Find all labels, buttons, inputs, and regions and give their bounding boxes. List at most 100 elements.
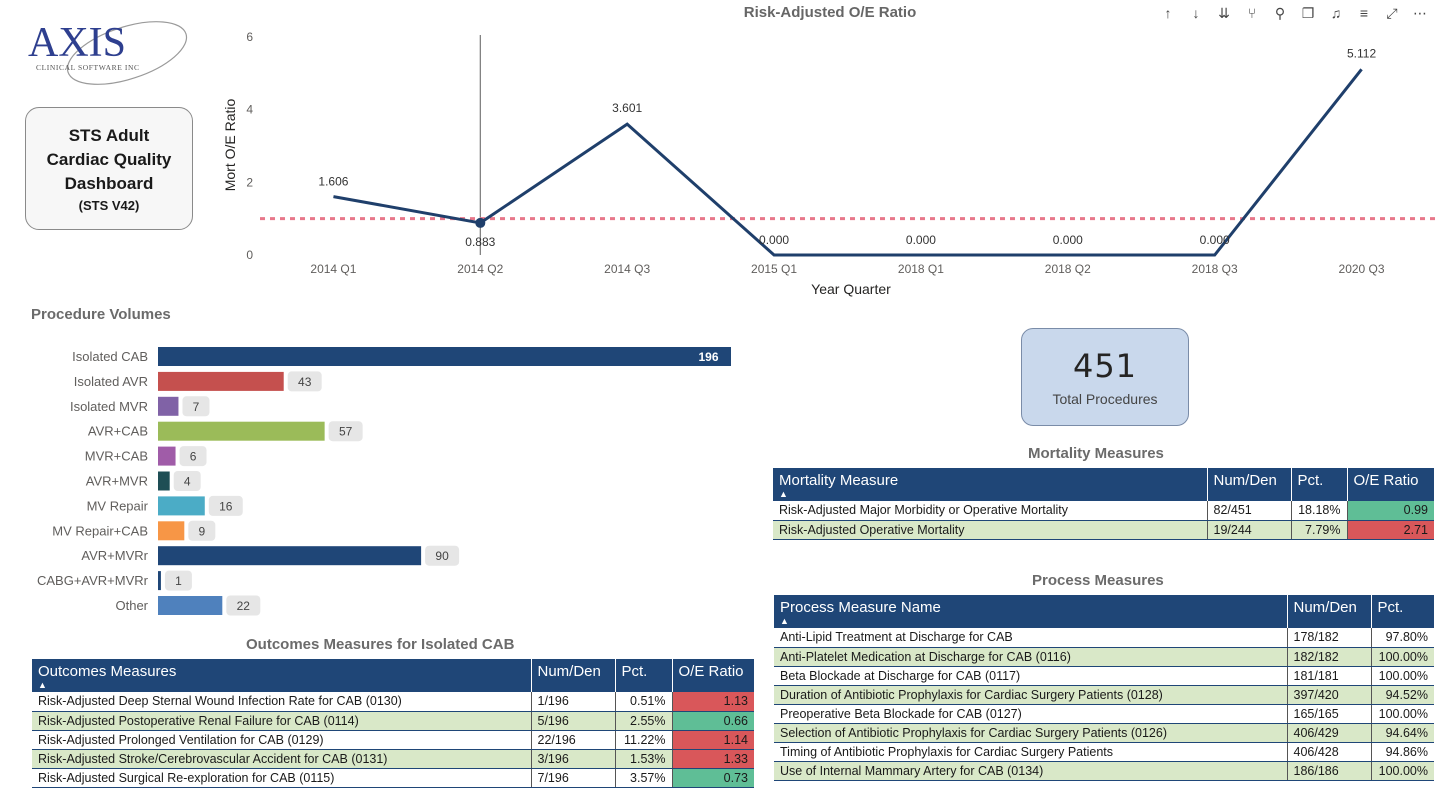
outcomes-header-0[interactable]: Outcomes Measures ▲ [32,659,532,692]
outcomes-row[interactable]: Risk-Adjusted Deep Sternal Wound Infecti… [32,692,754,712]
process-row[interactable]: Use of Internal Mammary Artery for CAB (… [774,761,1434,781]
procedure-bar[interactable] [158,596,223,615]
y-tick-label: 4 [246,103,253,117]
mortality-header-2[interactable]: Pct. [1291,468,1348,501]
x-tick-label: 2018 Q1 [898,262,944,276]
bar-value-badge [182,396,210,417]
oe-ratio-line-chart-svg: Risk-Adjusted O/E Ratio 0 2 4 6 2014 Q1 2014… [222,4,1435,297]
bar-value-badge [208,495,243,516]
expand-hierarchy-icon[interactable]: ⑂ [1247,5,1257,21]
pct-cell: 100.00% [1371,647,1434,667]
mortality-row[interactable]: Risk-Adjusted Operative Mortality 19/244 7… [773,520,1434,540]
procedure-volumes-title: Procedure Volumes [31,306,171,323]
bar-category-label: Isolated MVR [70,399,148,414]
outcomes-header-3[interactable]: O/E Ratio [672,659,754,692]
process-row[interactable]: Timing of Antibiotic Prophylaxis for Car… [774,742,1434,762]
procedure-bar[interactable] [158,396,179,416]
num-den-cell: 165/165 [1287,704,1372,724]
mortality-row[interactable]: Risk-Adjusted Major Morbidity or Operati… [773,501,1434,521]
filter-icon[interactable]: ≡ [1359,5,1369,21]
arrow-down-icon[interactable]: ↓ [1192,5,1200,21]
bar-value-label: 57 [339,425,353,439]
procedure-bar[interactable] [158,446,176,466]
bar-value-badge [188,520,216,541]
num-den-cell: 182/182 [1287,647,1372,667]
bar-category-label: AVR+MVR [86,474,148,489]
process-row[interactable]: Anti-Platelet Medication at Discharge fo… [774,647,1434,667]
procedure-bar[interactable] [158,496,205,516]
outcomes-row[interactable]: Risk-Adjusted Stroke/Cerebrovascular Acc… [32,749,754,769]
num-den-cell: 5/196 [531,711,616,731]
bar-category-label: Isolated CAB [72,349,148,364]
process-row[interactable]: Selection of Antibiotic Prophylaxis for … [774,723,1434,743]
process-header-1[interactable]: Num/Den [1287,595,1372,628]
sort-ascending-icon[interactable]: ▲ [779,489,788,499]
mortality-header-label: Mortality Measure [779,472,899,489]
mortality-measures-title: Mortality Measures [1028,445,1164,462]
procedure-bar[interactable] [158,421,325,441]
sort-ascending-icon[interactable]: ▲ [780,616,789,626]
process-header-0[interactable]: Process Measure Name ▲ [774,595,1288,628]
bar-value-label: 16 [219,499,233,513]
bar-value-badge [425,545,460,566]
bar-value-label: 9 [198,524,205,538]
copy-icon[interactable]: ❐ [1301,5,1315,21]
num-den-cell: 22/196 [531,730,616,750]
pct-cell: 11.22% [615,730,673,750]
pin-icon[interactable]: ⚲ [1274,5,1286,21]
pct-cell: 2.55% [615,711,673,731]
arrow-up-icon[interactable]: ↑ [1164,5,1172,21]
mortality-header-0[interactable]: Mortality Measure ▲ [773,468,1208,501]
outcomes-row[interactable]: Risk-Adjusted Prolonged Ventilation for … [32,730,754,750]
sort-ascending-icon[interactable]: ▲ [38,680,47,690]
procedure-bar[interactable] [158,571,161,591]
x-tick-label: 2015 Q1 [751,262,797,276]
pct-cell: 94.86% [1371,742,1434,762]
process-header-2[interactable]: Pct. [1371,595,1434,628]
procedure-bar[interactable] [158,371,284,391]
bar-value-label: 4 [184,475,191,489]
x-tick-label: 2014 Q3 [604,262,650,276]
more-options-icon[interactable]: ⋯ [1413,5,1427,21]
mortality-measures-table: Mortality Measure ▲ Num/Den Pct. O/E Ratio R… [773,468,1434,540]
process-header-label: Pct. [1377,599,1404,616]
mortality-header-3[interactable]: O/E Ratio [1347,468,1434,501]
process-header-label: Process Measure Name [780,599,941,616]
num-den-cell: 19/244 [1207,520,1292,540]
highlighted-data-point[interactable] [475,217,486,228]
outcomes-row[interactable]: Risk-Adjusted Postoperative Renal Failur… [32,711,754,731]
bar-value-badge [179,446,207,467]
pct-cell: 1.53% [615,749,673,769]
pct-cell: 97.80% [1371,628,1434,648]
bar-category-label: AVR+MVRr [81,548,148,563]
total-procedures-value: 451 [1072,347,1138,385]
process-row[interactable]: Beta Blockade at Discharge for CAB (0117… [774,666,1434,686]
pct-cell: 94.52% [1371,685,1434,705]
measure-name-cell: Risk-Adjusted Prolonged Ventilation for … [32,730,532,750]
num-den-cell: 181/181 [1287,666,1372,686]
outcomes-header-1[interactable]: Num/Den [531,659,616,692]
procedure-bar[interactable] [158,347,731,366]
double-arrow-down-icon[interactable]: ⇊ [1218,5,1230,21]
series-line [333,68,1363,257]
data-label: 0.883 [465,235,495,249]
procedure-bar[interactable] [158,471,170,491]
mortality-header-1[interactable]: Num/Den [1207,468,1292,501]
outcomes-row[interactable]: Risk-Adjusted Surgical Re-exploration fo… [32,768,754,788]
data-label: 3.601 [612,101,642,115]
x-tick-label: 2018 Q3 [1192,262,1238,276]
num-den-cell: 1/196 [531,692,616,712]
logo-sub-text: CLINICAL SOFTWARE INC [36,63,140,72]
process-row[interactable]: Preoperative Beta Blockade for CAB (0127… [774,704,1434,724]
measure-name-cell: Duration of Antibiotic Prophylaxis for C… [774,685,1288,705]
procedure-bar[interactable] [158,521,185,541]
outcomes-header-2[interactable]: Pct. [615,659,673,692]
process-row[interactable]: Duration of Antibiotic Prophylaxis for C… [774,685,1434,705]
measure-name-cell: Anti-Lipid Treatment at Discharge for CA… [774,628,1288,648]
bar-category-label: Other [115,598,148,613]
procedure-bar[interactable] [158,546,422,566]
total-procedures-label: Total Procedures [1052,391,1158,407]
focus-mode-icon[interactable]: ⤢ [1386,5,1398,21]
bell-icon[interactable]: ♫ [1330,5,1342,21]
process-row[interactable]: Anti-Lipid Treatment at Discharge for CA… [774,628,1434,648]
